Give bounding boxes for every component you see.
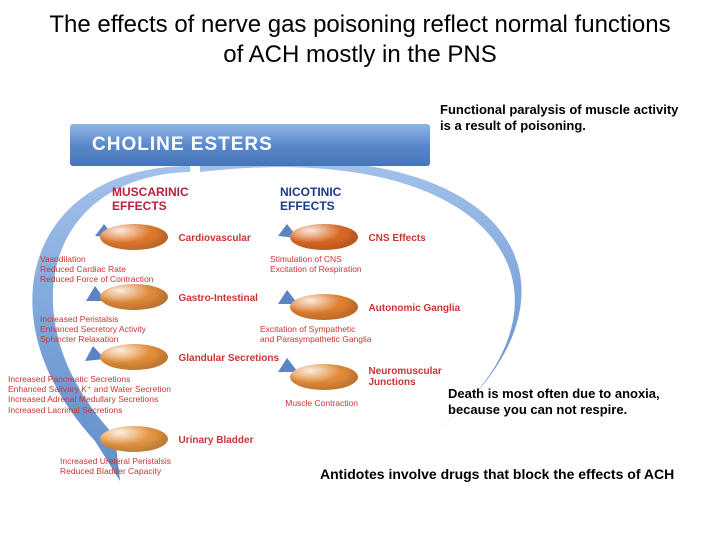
item-desc-nmj: Muscle Contraction <box>248 398 358 408</box>
bubble-icon <box>290 364 358 390</box>
item-label: Gastro-Intestinal <box>178 293 257 304</box>
item-label: Glandular Secretions <box>178 353 279 364</box>
bubble-icon <box>100 224 168 250</box>
column-header-muscarinic: MUSCARINIC EFFECTS <box>112 186 189 214</box>
item-label: Cardiovascular <box>178 233 250 244</box>
item-desc-glandular: Increased Pancreatic Secretions Enhanced… <box>8 374 240 415</box>
bubble-icon <box>290 294 358 320</box>
item-desc-ganglia: Excitation of Sympathetic and Parasympat… <box>260 324 460 344</box>
page-title: The effects of nerve gas poisoning refle… <box>0 0 720 76</box>
item-cns: CNS Effects <box>290 224 426 250</box>
note-antidotes: Antidotes involve drugs that block the e… <box>320 466 680 484</box>
bubble-icon <box>290 224 358 250</box>
item-label: Urinary Bladder <box>178 435 253 446</box>
item-glandular: Glandular Secretions <box>100 344 279 370</box>
item-desc-gastro: Increased Peristalsis Enhanced Secretory… <box>40 314 240 345</box>
item-label: Autonomic Ganglia <box>368 303 460 314</box>
item-ganglia: Autonomic Ganglia <box>290 294 460 320</box>
bubble-icon <box>100 426 168 452</box>
banner-choline-esters: CHOLINE ESTERS <box>70 124 430 166</box>
bubble-icon <box>100 284 168 310</box>
diagram: CHOLINE ESTERS MUSCARINIC EFFECTS NICOTI… <box>0 76 720 536</box>
note-functional-paralysis: Functional paralysis of muscle activity … <box>440 102 690 135</box>
item-label: Neuromuscular Junctions <box>368 366 441 388</box>
note-death-anoxia: Death is most often due to anoxia, becau… <box>448 386 708 419</box>
item-desc-urinary: Increased Ureteral Peristalsis Reduced B… <box>60 456 250 476</box>
item-urinary: Urinary Bladder <box>100 426 253 452</box>
item-desc-cardio: Vasodilation Reduced Cardiac Rate Reduce… <box>40 254 240 285</box>
item-gastro: Gastro-Intestinal <box>100 284 258 310</box>
item-desc-cns: Stimulation of CNS Excitation of Respira… <box>270 254 450 274</box>
bubble-icon <box>100 344 168 370</box>
item-label: CNS Effects <box>368 233 425 244</box>
item-nmj: Neuromuscular Junctions <box>290 364 442 390</box>
column-header-nicotinic: NICOTINIC EFFECTS <box>280 186 341 214</box>
item-cardiovascular: Cardiovascular <box>100 224 251 250</box>
